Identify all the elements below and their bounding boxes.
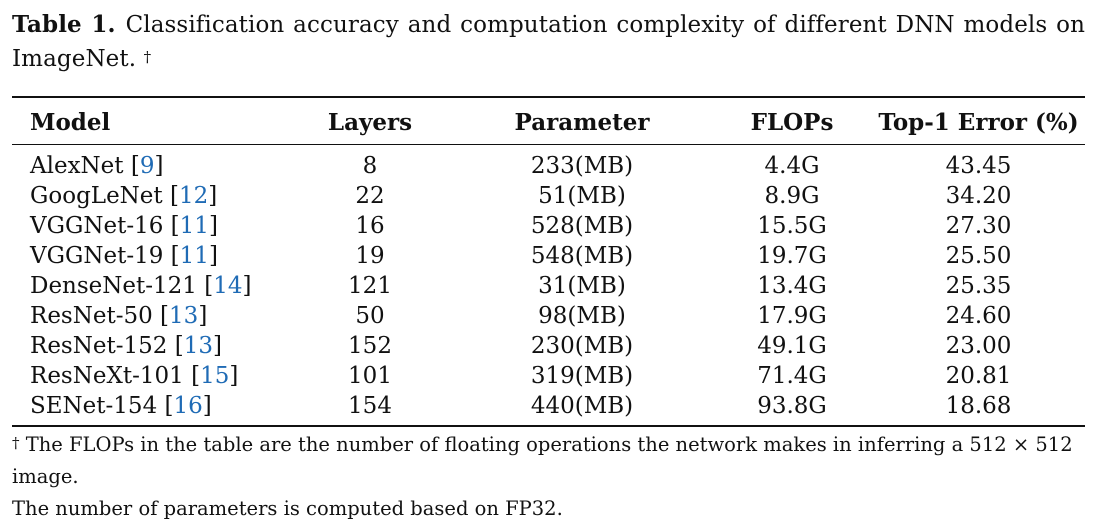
model-name: AlexNet: [30, 153, 124, 179]
header-top1-error: Top-1 Error (%): [878, 108, 1079, 136]
header-flops: FLOPs: [750, 108, 834, 136]
cell-top1-error: 20.81: [945, 363, 1012, 389]
table-row: AlexNet [9] 8 233(MB) 4.4G 43.45: [12, 145, 1085, 182]
classification-table: Model Layers Parameter FLOPs Top-1 Error…: [12, 96, 1085, 427]
header-parameter: Parameter: [514, 108, 650, 136]
cell-flops: 15.5G: [757, 213, 827, 239]
cell-layers: 19: [355, 243, 385, 269]
model-name: ResNet-152: [30, 333, 168, 359]
cell-flops: 19.7G: [757, 243, 827, 269]
table-row: ResNeXt-101 [15] 101 319(MB) 71.4G 20.81: [12, 361, 1085, 391]
reference-link[interactable]: 13: [183, 333, 213, 359]
table-header: Model Layers Parameter FLOPs Top-1 Error…: [12, 97, 1085, 145]
cell-layers: 101: [348, 363, 392, 389]
cell-model: ResNet-152 [13]: [30, 333, 222, 359]
header-layers: Layers: [327, 108, 413, 136]
footnote-line-1: The FLOPs in the table are the number of…: [12, 433, 1073, 488]
table-row: GoogLeNet [12] 22 51(MB) 8.9G 34.20: [12, 181, 1085, 211]
cell-model: AlexNet [9]: [30, 153, 164, 179]
cell-flops: 71.4G: [757, 363, 827, 389]
reference-link[interactable]: 11: [179, 213, 209, 239]
caption-footnote-mark: †: [143, 48, 152, 66]
table-row: VGGNet-19 [11] 19 548(MB) 19.7G 25.50: [12, 241, 1085, 271]
model-name: SENet-154: [30, 393, 158, 419]
footnote-line-2: The number of parameters is computed bas…: [12, 497, 563, 520]
cell-model: SENet-154 [16]: [30, 393, 212, 419]
cell-model: ResNeXt-101 [15]: [30, 363, 239, 389]
cell-top1-error: 43.45: [945, 153, 1012, 179]
caption-label: Table 1.: [12, 11, 116, 38]
reference-link[interactable]: 15: [200, 363, 230, 389]
cell-top1-error: 25.35: [945, 273, 1012, 299]
header-model: Model: [30, 108, 111, 136]
cell-layers: 152: [348, 333, 392, 359]
cell-parameter: 233(MB): [530, 153, 634, 179]
cell-model: ResNet-50 [13]: [30, 303, 208, 329]
cell-parameter: 319(MB): [530, 363, 634, 389]
cell-layers: 16: [355, 213, 385, 239]
cell-parameter: 51(MB): [538, 183, 626, 209]
cell-top1-error: 27.30: [945, 213, 1012, 239]
cell-model: GoogLeNet [12]: [30, 183, 218, 209]
header-row: Model Layers Parameter FLOPs Top-1 Error…: [12, 97, 1085, 145]
cell-top1-error: 24.60: [945, 303, 1012, 329]
cell-model: VGGNet-16 [11]: [30, 213, 218, 239]
table-body: AlexNet [9] 8 233(MB) 4.4G 43.45 GoogLeNet [1…: [12, 145, 1085, 426]
cell-top1-error: 25.50: [945, 243, 1012, 269]
cell-parameter: 31(MB): [538, 273, 626, 299]
reference-link[interactable]: 13: [169, 303, 199, 329]
model-name: DenseNet-121: [30, 273, 197, 299]
model-name: VGGNet-16: [30, 213, 164, 239]
cell-top1-error: 34.20: [945, 183, 1012, 209]
cell-model: VGGNet-19 [11]: [30, 243, 218, 269]
cell-layers: 8: [362, 153, 378, 179]
cell-flops: 49.1G: [757, 333, 827, 359]
cell-parameter: 548(MB): [530, 243, 634, 269]
model-name: ResNet-50: [30, 303, 153, 329]
cell-flops: 17.9G: [757, 303, 827, 329]
model-name: GoogLeNet: [30, 183, 163, 209]
cell-flops: 8.9G: [764, 183, 820, 209]
table-container: Model Layers Parameter FLOPs Top-1 Error…: [12, 96, 1085, 427]
cell-layers: 154: [348, 393, 392, 419]
cell-parameter: 528(MB): [530, 213, 634, 239]
cell-top1-error: 18.68: [945, 393, 1012, 419]
reference-link[interactable]: 16: [173, 393, 203, 419]
cell-layers: 121: [348, 273, 392, 299]
cell-model: DenseNet-121 [14]: [30, 273, 252, 299]
caption-text: Classification accuracy and computation …: [12, 12, 1085, 72]
reference-link[interactable]: 12: [178, 183, 209, 209]
table-row: VGGNet-16 [11] 16 528(MB) 15.5G 27.30: [12, 211, 1085, 241]
cell-parameter: 230(MB): [530, 333, 634, 359]
footnote-mark: †: [12, 434, 20, 452]
cell-flops: 93.8G: [757, 393, 827, 419]
table-row: SENet-154 [16] 154 440(MB) 93.8G 18.68: [12, 391, 1085, 426]
table-row: ResNet-152 [13] 152 230(MB) 49.1G 23.00: [12, 331, 1085, 361]
reference-link[interactable]: 11: [179, 243, 209, 269]
cell-parameter: 440(MB): [530, 393, 634, 419]
table-footnote: † The FLOPs in the table are the number …: [12, 429, 1088, 525]
cell-layers: 22: [355, 183, 385, 209]
reference-link[interactable]: 9: [139, 153, 155, 179]
cell-layers: 50: [355, 303, 385, 329]
model-name: VGGNet-19: [30, 243, 164, 269]
table-caption: Table 1. Classification accuracy and comp…: [12, 8, 1085, 76]
table-row: DenseNet-121 [14] 121 31(MB) 13.4G 25.35: [12, 271, 1085, 301]
model-name: ResNeXt-101: [30, 363, 184, 389]
cell-parameter: 98(MB): [538, 303, 626, 329]
cell-flops: 13.4G: [757, 273, 827, 299]
cell-flops: 4.4G: [764, 153, 820, 179]
page: Table 1. Classification accuracy and comp…: [12, 8, 1085, 520]
cell-top1-error: 23.00: [945, 333, 1012, 359]
reference-link[interactable]: 14: [213, 273, 243, 299]
table-row: ResNet-50 [13] 50 98(MB) 17.9G 24.60: [12, 301, 1085, 331]
